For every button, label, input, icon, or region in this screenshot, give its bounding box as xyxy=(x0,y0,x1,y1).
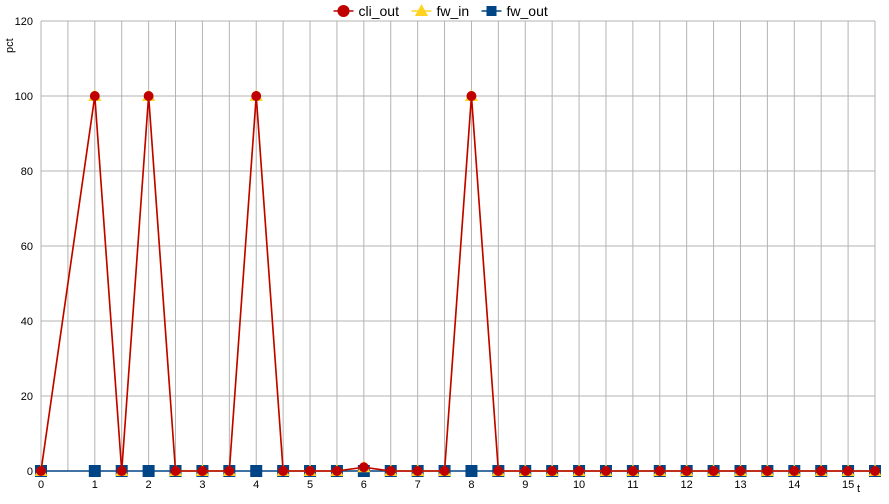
y-tick-label: 0 xyxy=(27,466,33,478)
legend-label: cli_out xyxy=(359,3,400,19)
y-axis-label: pct xyxy=(4,38,16,53)
data-point-cli_out xyxy=(870,466,880,476)
data-point-cli_out xyxy=(547,466,558,476)
x-tick-label: 11 xyxy=(627,479,638,491)
y-tick-label: 80 xyxy=(21,166,33,178)
y-tick-label: 60 xyxy=(21,241,33,253)
data-point-cli_out xyxy=(305,466,315,476)
y-tick-label: 20 xyxy=(21,391,33,403)
data-point-cli_out xyxy=(574,466,585,476)
grid xyxy=(40,20,876,472)
data-point-cli_out xyxy=(843,466,854,476)
data-point-cli_out xyxy=(493,466,504,476)
data-point-cli_out xyxy=(789,466,800,476)
series-cli_out xyxy=(36,91,880,476)
data-point-cli_out xyxy=(251,91,262,101)
data-point-cli_out xyxy=(601,466,611,476)
x-tick-label: 1 xyxy=(92,479,98,491)
data-point-cli_out xyxy=(439,466,450,476)
data-point-cli_out xyxy=(197,466,208,476)
legend-marker xyxy=(414,4,429,16)
data-point-fw_out xyxy=(142,465,155,477)
data-point-cli_out xyxy=(331,466,342,476)
data-point-cli_out xyxy=(170,466,181,476)
y-tick-label: 100 xyxy=(15,91,33,103)
legend-item-cli_out: cli_out xyxy=(333,3,400,19)
x-tick-label: 6 xyxy=(361,479,367,491)
data-point-cli_out xyxy=(412,466,423,476)
data-point-fw_out xyxy=(465,465,478,477)
legend-item-fw_out: fw_out xyxy=(481,3,548,19)
data-point-cli_out xyxy=(735,466,746,476)
legend-label: fw_out xyxy=(507,3,548,19)
legend: cli_out fw_in fw_out xyxy=(333,3,548,19)
data-point-cli_out xyxy=(36,466,46,476)
x-tick-label: 15 xyxy=(842,479,854,491)
data-point-cli_out xyxy=(816,466,827,476)
data-point-cli_out xyxy=(385,466,396,476)
data-point-cli_out xyxy=(89,91,100,101)
x-tick-label: 14 xyxy=(788,479,800,491)
data-point-cli_out xyxy=(708,466,719,476)
data-point-cli_out xyxy=(654,466,665,476)
data-point-cli_out xyxy=(224,466,235,476)
y-tick-label: 40 xyxy=(21,316,33,328)
data-point-cli_out xyxy=(762,466,773,476)
legend-marker xyxy=(337,4,350,18)
x-tick-label: 3 xyxy=(199,479,205,491)
series-layer xyxy=(34,89,882,477)
data-point-cli_out xyxy=(627,466,638,476)
x-tick-label: 9 xyxy=(522,479,528,491)
x-tick-label: 4 xyxy=(253,479,259,491)
data-point-cli_out xyxy=(278,466,289,476)
x-tick-label: 5 xyxy=(307,479,313,491)
data-point-cli_out xyxy=(143,91,154,101)
series-line-cli_out xyxy=(40,95,875,472)
y-tick-label: 120 xyxy=(15,16,33,28)
legend-item-fw_in: fw_in xyxy=(411,3,470,19)
legend-marker xyxy=(486,6,497,16)
data-point-cli_out xyxy=(681,466,692,476)
data-point-fw_out xyxy=(250,465,263,477)
data-point-cli_out xyxy=(466,91,477,101)
x-tick-label: 0 xyxy=(38,479,44,491)
data-point-cli_out xyxy=(520,466,531,476)
x-tick-label: 8 xyxy=(468,479,474,491)
x-tick-label: 10 xyxy=(573,479,585,491)
x-axis-label: t xyxy=(857,483,860,495)
legend-label: fw_in xyxy=(437,3,470,19)
x-tick-label: 12 xyxy=(681,479,693,491)
data-point-cli_out xyxy=(116,466,127,476)
x-tick-label: 7 xyxy=(415,479,421,491)
data-point-cli_out xyxy=(358,462,369,473)
x-tick-label: 2 xyxy=(146,479,152,491)
data-point-fw_out xyxy=(88,465,101,477)
x-tick-label: 13 xyxy=(734,479,746,491)
